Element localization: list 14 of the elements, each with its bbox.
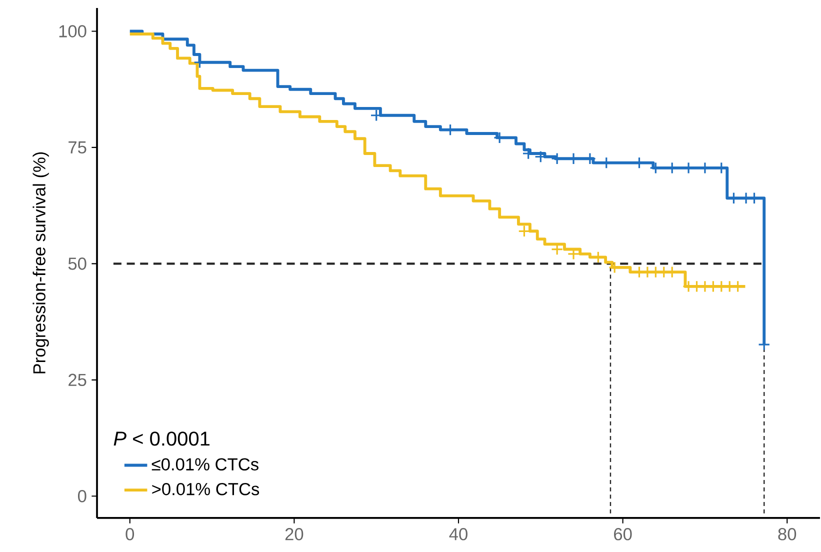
x-tick-label: 60: [614, 528, 632, 540]
legend-label: ≤0.01% CTCs: [152, 458, 258, 470]
x-tick-label: 20: [285, 528, 304, 540]
legend-label: >0.01% CTCs: [152, 482, 260, 496]
y-tick-label: 100: [59, 25, 86, 38]
legend-title: P < 0.0001: [114, 432, 210, 446]
y-tick-label: 25: [68, 374, 86, 386]
x-tick-label: 80: [778, 528, 796, 540]
x-tick-label: 40: [449, 528, 468, 540]
x-tick-label: 0: [126, 528, 134, 540]
y-tick-label: 50: [68, 258, 86, 270]
y-tick-label: 75: [68, 141, 86, 154]
y-tick-label: 0: [78, 490, 86, 502]
y-axis-title: Progression-free survival (%): [32, 152, 49, 374]
